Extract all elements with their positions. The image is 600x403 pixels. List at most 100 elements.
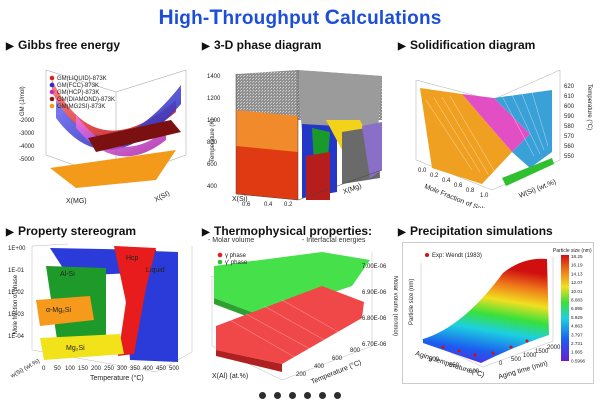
stereo-xtick-9: 400 bbox=[143, 366, 154, 372]
gibbs-legend: GM(LIQUID)-873K GM(FCC)-873K GM(HCP)-873… bbox=[49, 75, 115, 110]
stereo-xtick-11: 500 bbox=[169, 366, 180, 372]
precip-colorbar-title: Particle size (nm) bbox=[553, 248, 592, 254]
precip-surface bbox=[423, 258, 549, 363]
panel-thermo-heading: ▶ Thermophysical properties: bbox=[202, 224, 372, 242]
triangle-bullet-icon: ▶ bbox=[202, 227, 210, 238]
thermo-ztick-4: 800 bbox=[350, 348, 361, 354]
stereo-label-alsi: Al-Si bbox=[60, 271, 75, 278]
panel-gibbs: ▶ Gibbs free energy bbox=[6, 38, 202, 210]
svg-text:4.863: 4.863 bbox=[571, 324, 583, 329]
precip-legend-exp: Exp: Wendt (1983) bbox=[432, 253, 482, 259]
stereo-ytick-5: 1E-04 bbox=[8, 334, 25, 340]
title-cap-t: T bbox=[209, 6, 223, 29]
svg-text:0.5996: 0.5996 bbox=[571, 358, 585, 363]
pager-dot-5[interactable] bbox=[319, 392, 326, 399]
precip-colorbar bbox=[561, 255, 569, 361]
gibbs-figure[interactable]: GM(LIQUID)-873K GM(FCC)-873K GM(HCP)-873… bbox=[16, 60, 196, 208]
phase3d-xtick-2: 0.4 bbox=[264, 202, 273, 208]
precip-xtick-3: 1000 bbox=[523, 353, 537, 359]
phase3d-xtick-1: 0.6 bbox=[242, 202, 251, 208]
triangle-bullet-icon: ▶ bbox=[398, 227, 406, 238]
stereo-label-amg2si: α-Mg₂Si bbox=[46, 307, 71, 314]
precip-yaxis-label: Particle size (nm) bbox=[409, 279, 415, 325]
thermo-figure[interactable]: γ phase γ' phase 7.00E-06 6.90E-06 6.80E… bbox=[202, 246, 398, 386]
stereo-mg2si-surface bbox=[40, 334, 124, 360]
pager-dot-2[interactable] bbox=[274, 392, 281, 399]
stereo-xtick-6: 250 bbox=[104, 366, 115, 372]
pager-dot-4[interactable] bbox=[304, 392, 311, 399]
stereo-xtick-3: 100 bbox=[65, 366, 76, 372]
gibbs-legend-mg2si: GM(MG2SI)-873K bbox=[57, 104, 105, 110]
stereo-xtick-5: 200 bbox=[91, 366, 102, 372]
phase3d-zaxis-label: X(Mg) bbox=[342, 183, 362, 196]
title-rest-3: alculations bbox=[340, 8, 442, 29]
solid-rtick-5: 580 bbox=[564, 124, 575, 130]
svg-text:14.13: 14.13 bbox=[571, 271, 583, 276]
panel-stereogram-heading: ▶ Property stereogram bbox=[6, 224, 136, 242]
solidification-figure[interactable]: 620 610 600 590 580 570 560 550 Temperat… bbox=[402, 60, 594, 208]
pager-dot-3[interactable] bbox=[289, 392, 296, 399]
svg-text:12.07: 12.07 bbox=[571, 280, 583, 285]
thermo-ztick-2: 400 bbox=[314, 364, 325, 370]
solid-xtick-2: 0.2 bbox=[430, 173, 439, 179]
panel-stereogram-title: Property stereogram bbox=[18, 224, 137, 238]
stereo-xtick-4: 150 bbox=[78, 366, 89, 372]
precip-figure[interactable]: Exp: Wendt (1983) Particle size (nm) 18.… bbox=[402, 242, 594, 384]
svg-text:3.797: 3.797 bbox=[571, 332, 583, 337]
stereo-xaxis-label: Temperature (°C) bbox=[90, 374, 144, 382]
panel-solidification: ▶ Solidification diagram 620 610 600 59 bbox=[398, 38, 594, 210]
thermo-gamma-prime-surface bbox=[214, 252, 370, 316]
phase3d-ytick-5: 600 bbox=[207, 162, 218, 168]
panel-phase3d-title: 3-D phase diagram bbox=[214, 38, 322, 52]
precip-colorbar-ticks: 18.25 16.19 14.13 12.07 10.01 8.083 6.99… bbox=[571, 254, 585, 363]
gibbs-legend-fcc: GM(FCC)-873K bbox=[57, 83, 99, 89]
solid-orange-surface bbox=[420, 88, 512, 184]
gibbs-zaxis-label: X(SI) bbox=[154, 190, 171, 204]
stereo-label-mg2si: Mg₂Si bbox=[66, 345, 85, 352]
thermo-sub-left: - Molar volume bbox=[208, 237, 255, 244]
stereo-xtick-7: 300 bbox=[117, 366, 128, 372]
panel-precip-heading: ▶ Precipitation simulations bbox=[398, 224, 553, 242]
thermo-right-axis-label: Molar volume (m³/mol) bbox=[392, 276, 398, 336]
solid-rtick-8: 550 bbox=[564, 154, 575, 160]
solid-green-surface bbox=[502, 158, 554, 186]
thermo-legend-gamma: γ phase bbox=[225, 253, 247, 259]
phase3d-figure[interactable]: 1400 1200 1000 800 600 400 Temperature (… bbox=[202, 60, 394, 208]
stereogram-figure[interactable]: 1E+00 1E-01 1E-02 1E-03 1E-04 Mole fract… bbox=[6, 242, 198, 384]
stereo-xtick-10: 450 bbox=[156, 366, 167, 372]
panel-thermo-title: Thermophysical properties: bbox=[214, 224, 373, 238]
pager-dot-1[interactable] bbox=[259, 392, 266, 399]
svg-text:10.01: 10.01 bbox=[571, 289, 583, 294]
svg-text:18.25: 18.25 bbox=[571, 254, 583, 259]
title-cap-h: H bbox=[158, 6, 174, 29]
carousel-pager bbox=[0, 386, 600, 403]
stereo-ytick-4: 1E-03 bbox=[8, 312, 25, 318]
solid-rtick-3: 600 bbox=[564, 104, 575, 110]
thermo-ztick-1: 200 bbox=[296, 372, 307, 378]
panel-gibbs-title: Gibbs free energy bbox=[18, 38, 121, 52]
pager-dot-6[interactable] bbox=[334, 392, 341, 399]
phase3d-yaxis-label: Temperature (K) bbox=[210, 119, 216, 162]
triangle-bullet-icon: ▶ bbox=[202, 41, 210, 52]
panel-solidification-title: Solidification diagram bbox=[410, 38, 536, 52]
thermo-xaxis-label: X(Al) (at.%) bbox=[212, 373, 248, 380]
phase3d-red-region bbox=[306, 152, 330, 200]
triangle-bullet-icon: ▶ bbox=[398, 41, 406, 52]
gibbs-legend-hcp: GM(HCP)-873K bbox=[57, 90, 99, 96]
stereo-label-hcp: Hcp bbox=[126, 255, 139, 262]
precip-xtick-1: 0 bbox=[499, 361, 503, 367]
stereo-yaxis-label: Mole fraction of phase bbox=[13, 274, 19, 334]
stereo-ytick-1: 1E+00 bbox=[8, 246, 26, 252]
stereo-xtick-8: 350 bbox=[130, 366, 141, 372]
stereo-alsi-surface bbox=[114, 246, 156, 356]
panel-precip: ▶ Precipitation simulations bbox=[398, 224, 594, 396]
gibbs-ytick-1: -2000 bbox=[19, 118, 35, 124]
panel-stereogram: ▶ Property stereogram 1E+00 1E-01 1E-02 1… bbox=[6, 224, 202, 396]
svg-text:16.19: 16.19 bbox=[571, 263, 583, 268]
panel-solidification-heading: ▶ Solidification diagram bbox=[398, 38, 535, 56]
stereo-zaxis-label: w(Si) (wt.%) bbox=[9, 358, 41, 380]
precip-ztick-1: 500 bbox=[429, 357, 440, 363]
title-rest-2: hroughput bbox=[222, 8, 325, 29]
precip-exp-points bbox=[441, 339, 529, 357]
phase3d-ytick-4: 800 bbox=[207, 140, 218, 146]
